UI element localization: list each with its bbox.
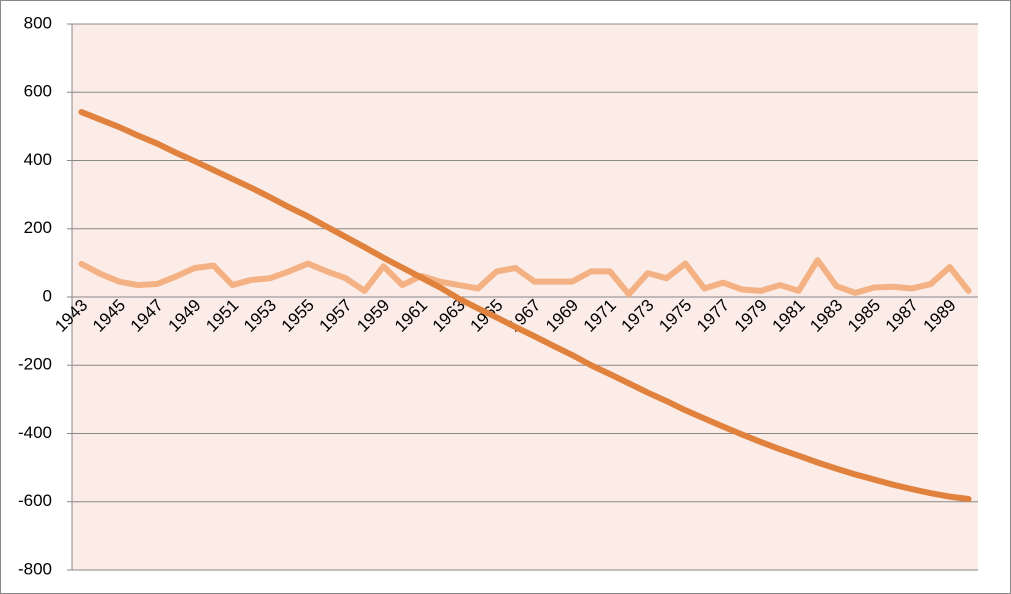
y-tick-label: -600: [18, 491, 52, 510]
series-line: [78, 109, 972, 503]
y-tick-label: 400: [24, 150, 52, 169]
y-tick-label: 800: [24, 13, 52, 32]
y-tick-label: -800: [18, 559, 52, 578]
series-line: [78, 257, 972, 298]
y-tick-label: 0: [43, 286, 52, 305]
y-tick-label: 200: [24, 218, 52, 237]
y-tick-label: -200: [18, 355, 52, 374]
y-tick-label: -400: [18, 423, 52, 442]
y-tick-label: 600: [24, 82, 52, 101]
